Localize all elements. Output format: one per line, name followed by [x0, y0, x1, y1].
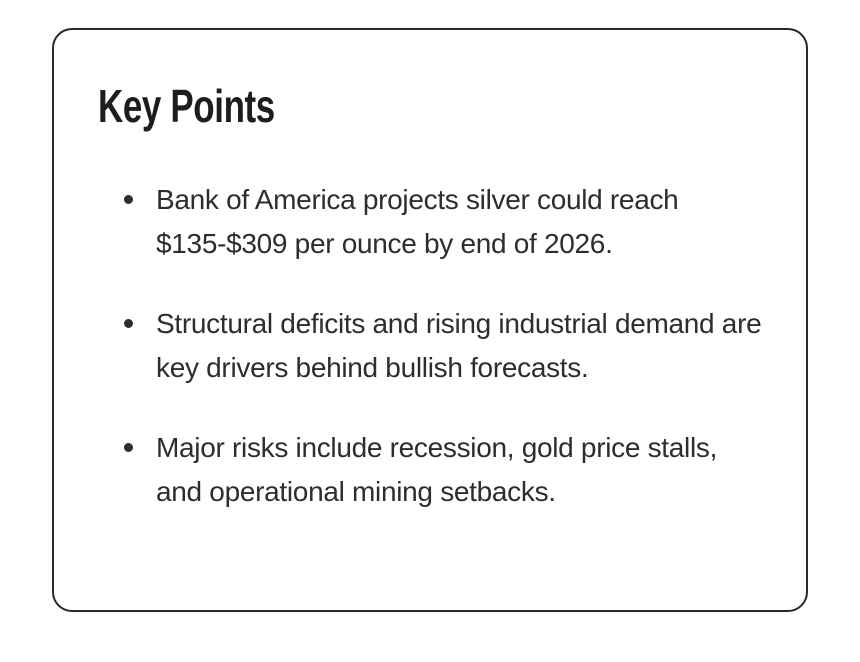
list-item-text: Bank of America projects silver could re… — [156, 184, 679, 260]
card-title: Key Points — [98, 80, 275, 132]
bullet-icon — [124, 319, 133, 329]
list-item: Major risks include recession, gold pric… — [98, 426, 762, 514]
key-points-card: Key Points Bank of America projects silv… — [52, 28, 808, 612]
bullet-icon — [124, 195, 133, 205]
list-item-text: Structural deficits and rising industria… — [156, 308, 762, 384]
list-item: Bank of America projects silver could re… — [98, 178, 762, 266]
list-item-text: Major risks include recession, gold pric… — [156, 432, 718, 508]
key-points-list: Bank of America projects silver could re… — [98, 178, 762, 514]
list-item: Structural deficits and rising industria… — [98, 302, 762, 390]
bullet-icon — [124, 443, 133, 453]
